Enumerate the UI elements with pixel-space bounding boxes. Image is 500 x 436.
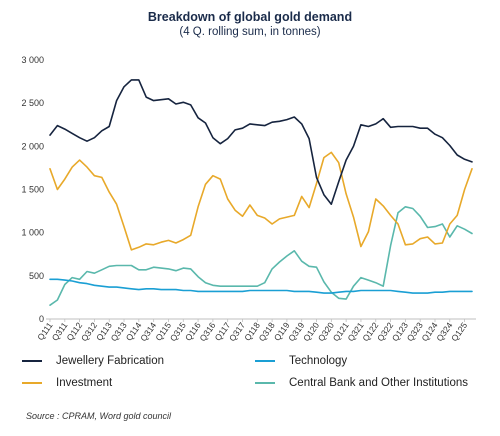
x-tick-label: Q125 bbox=[449, 320, 469, 343]
legend-swatch-investment bbox=[22, 381, 42, 385]
y-tick-label: 500 bbox=[29, 271, 44, 281]
x-tick-label: Q317 bbox=[227, 320, 247, 343]
y-tick-label: 2 500 bbox=[21, 98, 44, 108]
y-tick-label: 3 000 bbox=[21, 55, 44, 65]
chart-title: Breakdown of global gold demand bbox=[147, 10, 353, 24]
x-tick-label: Q316 bbox=[197, 320, 217, 343]
series-line-central-bank-and-other-institutions bbox=[49, 206, 473, 306]
x-tick-label: Q318 bbox=[257, 320, 277, 343]
series-line-technology bbox=[49, 278, 473, 294]
legend-label-technology: Technology bbox=[289, 355, 348, 367]
x-tick-label: Q313 bbox=[109, 320, 129, 343]
legend-label-investment: Investment bbox=[56, 377, 113, 389]
x-tick-label: Q314 bbox=[138, 320, 158, 343]
legend-item-central-bank: Central Bank and Other Institutions bbox=[255, 377, 468, 389]
legend-swatch-jewellery bbox=[22, 359, 42, 363]
legend-swatch-technology bbox=[255, 359, 275, 363]
y-tick-label: 0 bbox=[39, 314, 44, 324]
series-line-investment bbox=[49, 151, 473, 251]
chart-subtitle: (4 Q. rolling sum, in tonnes) bbox=[179, 26, 321, 38]
source-note: Source : CPRAM, Word gold council bbox=[26, 411, 172, 421]
y-tick-label: 2 000 bbox=[21, 141, 44, 151]
legend-swatch-central-bank bbox=[255, 381, 275, 385]
legend-label-central-bank: Central Bank and Other Institutions bbox=[289, 377, 468, 389]
legend-item-jewellery: Jewellery Fabrication bbox=[22, 355, 164, 367]
legend-item-investment: Investment bbox=[22, 377, 112, 389]
x-tick-label: Q312 bbox=[79, 320, 99, 343]
x-tick-label: Q315 bbox=[168, 320, 188, 343]
y-tick-label: 1 500 bbox=[21, 185, 44, 195]
legend-label-jewellery: Jewellery Fabrication bbox=[56, 355, 165, 367]
y-tick-label: 1 000 bbox=[21, 228, 44, 238]
series-line-jewellery-fabrication bbox=[49, 79, 473, 205]
legend-item-technology: Technology bbox=[255, 355, 347, 367]
